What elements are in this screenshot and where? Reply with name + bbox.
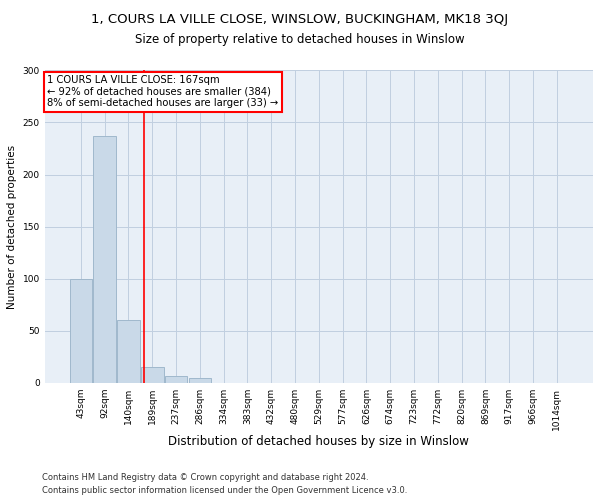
Text: 1 COURS LA VILLE CLOSE: 167sqm
← 92% of detached houses are smaller (384)
8% of : 1 COURS LA VILLE CLOSE: 167sqm ← 92% of … xyxy=(47,75,278,108)
Bar xyxy=(70,278,92,382)
Bar xyxy=(188,378,211,382)
Bar xyxy=(141,367,164,382)
Text: Size of property relative to detached houses in Winslow: Size of property relative to detached ho… xyxy=(135,32,465,46)
Y-axis label: Number of detached properties: Number of detached properties xyxy=(7,144,17,308)
Text: 1, COURS LA VILLE CLOSE, WINSLOW, BUCKINGHAM, MK18 3QJ: 1, COURS LA VILLE CLOSE, WINSLOW, BUCKIN… xyxy=(91,12,509,26)
Text: Contains public sector information licensed under the Open Government Licence v3: Contains public sector information licen… xyxy=(42,486,407,495)
Bar xyxy=(94,136,116,382)
Text: Contains HM Land Registry data © Crown copyright and database right 2024.: Contains HM Land Registry data © Crown c… xyxy=(42,472,368,482)
X-axis label: Distribution of detached houses by size in Winslow: Distribution of detached houses by size … xyxy=(169,435,469,448)
Bar xyxy=(117,320,140,382)
Bar xyxy=(165,376,187,382)
